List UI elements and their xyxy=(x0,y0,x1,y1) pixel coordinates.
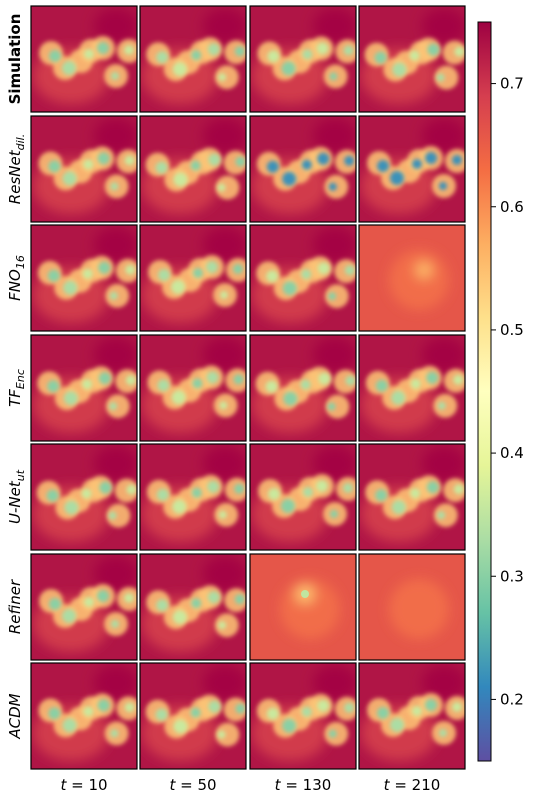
row-label-main: ACDM xyxy=(6,693,24,739)
row-label-main: Refiner xyxy=(6,579,24,634)
column-label-eq: = xyxy=(390,776,412,794)
heatmap-panel xyxy=(139,662,247,770)
column-label: t = 130 xyxy=(275,776,332,794)
heatmap-panel xyxy=(358,443,466,551)
column-label: t = 50 xyxy=(169,776,216,794)
row-label-subscript: ut xyxy=(14,469,27,481)
row-label-main: ResNet xyxy=(6,149,24,204)
heatmap-panel xyxy=(249,115,357,223)
heatmap-panel xyxy=(358,224,466,332)
row-label-subscript: dil. xyxy=(14,134,27,151)
colorbar-tick-label: 0.7 xyxy=(500,75,524,93)
row-label-subscript: Enc xyxy=(14,369,27,389)
heatmap-panel xyxy=(249,334,357,442)
column-label-eq: = xyxy=(175,776,197,794)
column-label-var: t xyxy=(384,776,391,794)
row-label-main: FNO xyxy=(6,269,24,301)
column-label-var: t xyxy=(275,776,282,794)
column-label-eq: = xyxy=(281,776,303,794)
heatmap-panel xyxy=(30,662,138,770)
row-label: Refiner xyxy=(6,579,24,634)
column-label-value: 130 xyxy=(303,776,332,794)
colorbar-tick-label: 0.2 xyxy=(500,690,524,708)
row-label: Simulation xyxy=(6,14,24,105)
column-label-value: 10 xyxy=(88,776,107,794)
row-label-main: U-Net xyxy=(6,480,24,524)
colorbar-frame xyxy=(477,21,492,762)
heatmap-panel xyxy=(139,553,247,661)
colorbar: 0.2 0.3 0.4 0.5 0.6 0.7 xyxy=(477,21,524,762)
colorbar-tick-label: 0.5 xyxy=(500,321,524,339)
heatmap-panel xyxy=(139,224,247,332)
heatmap-panel xyxy=(249,443,357,551)
row-label-subscript: 16 xyxy=(14,255,27,269)
column-label: t = 10 xyxy=(60,776,107,794)
heatmap-panel xyxy=(30,334,138,442)
heatmap-panel xyxy=(30,115,138,223)
heatmap-panel xyxy=(30,443,138,551)
panel-grid xyxy=(30,5,466,770)
column-label-value: 210 xyxy=(412,776,441,794)
colorbar-tick-label: 0.3 xyxy=(500,567,524,585)
row-label: U-Netut xyxy=(6,469,27,524)
heatmap-panel xyxy=(139,115,247,223)
column-label: t = 210 xyxy=(384,776,441,794)
heatmap-panel xyxy=(139,334,247,442)
heatmap-panel xyxy=(249,662,357,770)
column-label-var: t xyxy=(60,776,67,794)
heatmap-panel xyxy=(358,553,466,661)
heatmap-panel xyxy=(249,5,357,113)
column-label-var: t xyxy=(169,776,176,794)
column-labels: t = 10 t = 50 t = 130 t = 210 xyxy=(60,776,440,794)
column-label-eq: = xyxy=(66,776,88,794)
colorbar-gradient xyxy=(478,22,491,761)
row-labels: Simulation ResNetdil. FNO16 TFEnc U-Netut Ref… xyxy=(6,14,27,740)
row-label-main: TF xyxy=(6,389,24,407)
heatmap-panel xyxy=(358,662,466,770)
heatmap-panel xyxy=(30,224,138,332)
heatmap-panel xyxy=(30,5,138,113)
colorbar-tick-label: 0.4 xyxy=(500,444,524,462)
heatmap-panel xyxy=(30,553,138,661)
heatmap-panel xyxy=(249,224,357,332)
row-label: ResNetdil. xyxy=(6,134,27,204)
heatmap-panel xyxy=(249,553,357,661)
heatmap-panel xyxy=(139,5,247,113)
row-label: FNO16 xyxy=(6,255,27,301)
row-label: ACDM xyxy=(6,693,24,739)
colorbar-tick-label: 0.6 xyxy=(500,198,524,216)
heatmap-panel xyxy=(358,5,466,113)
row-label-main: Simulation xyxy=(6,14,24,105)
heatmap-panel xyxy=(358,115,466,223)
column-label-value: 50 xyxy=(197,776,216,794)
row-label: TFEnc xyxy=(6,369,27,407)
heatmap-panel xyxy=(358,334,466,442)
heatmap-panel xyxy=(139,443,247,551)
